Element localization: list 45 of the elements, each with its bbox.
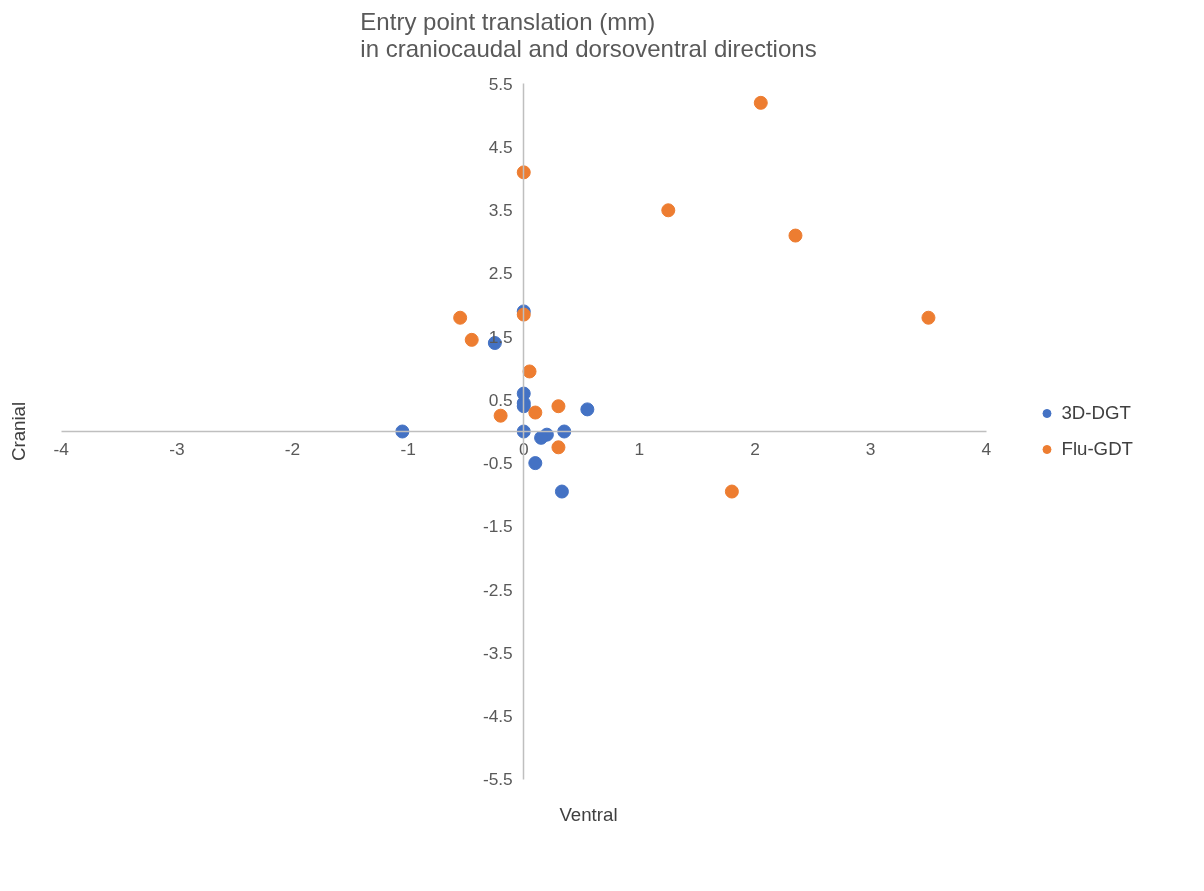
y-tick-label: 3.5 bbox=[488, 200, 513, 221]
chart-title: Entry point translation (mm) in craniocaudal and dorsoventral directions bbox=[360, 7, 817, 62]
y-tick-label: 1.5 bbox=[488, 326, 513, 347]
point bbox=[528, 456, 543, 471]
point bbox=[580, 402, 595, 417]
y-tick-label: 5.5 bbox=[488, 73, 513, 94]
x-tick-label: 1 bbox=[634, 438, 645, 459]
point bbox=[534, 430, 549, 445]
point bbox=[453, 310, 468, 325]
y-axis-title: Cranial bbox=[7, 401, 29, 462]
point bbox=[788, 228, 803, 243]
point bbox=[516, 165, 531, 180]
point bbox=[551, 399, 566, 414]
x-tick-label: 0 bbox=[518, 438, 529, 459]
point bbox=[554, 484, 569, 499]
point bbox=[395, 424, 410, 439]
x-tick-label: -1 bbox=[400, 438, 416, 459]
y-tick-label: -4.5 bbox=[482, 705, 513, 726]
point bbox=[464, 332, 479, 347]
legend-label: 3D-DGT bbox=[1061, 402, 1131, 424]
y-tick-label: -3.5 bbox=[482, 642, 513, 663]
legend-label: Flu-GDT bbox=[1061, 438, 1133, 460]
point bbox=[557, 424, 572, 439]
x-tick-label: 2 bbox=[750, 438, 760, 459]
x-tick-label: 3 bbox=[865, 438, 876, 459]
y-tick-label: -1.5 bbox=[482, 516, 513, 537]
y-tick-label: 2.5 bbox=[488, 263, 513, 284]
point bbox=[724, 484, 739, 499]
point bbox=[921, 310, 936, 325]
point bbox=[493, 408, 508, 423]
x-tick-label: 4 bbox=[981, 438, 992, 459]
x-tick-label: -2 bbox=[284, 438, 301, 459]
x-axis-title: Ventral bbox=[559, 803, 618, 825]
point bbox=[661, 203, 676, 218]
x-tick-label: -4 bbox=[53, 438, 70, 459]
y-tick-label: -5.5 bbox=[482, 769, 513, 790]
x-tick-label: -3 bbox=[169, 438, 185, 459]
y-tick-label: -0.5 bbox=[482, 453, 513, 474]
y-tick-label: -2.5 bbox=[482, 579, 513, 600]
point bbox=[551, 440, 566, 455]
point bbox=[528, 405, 543, 420]
point bbox=[522, 364, 537, 379]
y-tick-label: 0.5 bbox=[488, 389, 513, 410]
point bbox=[753, 95, 768, 110]
y-tick-label: 4.5 bbox=[488, 137, 513, 158]
